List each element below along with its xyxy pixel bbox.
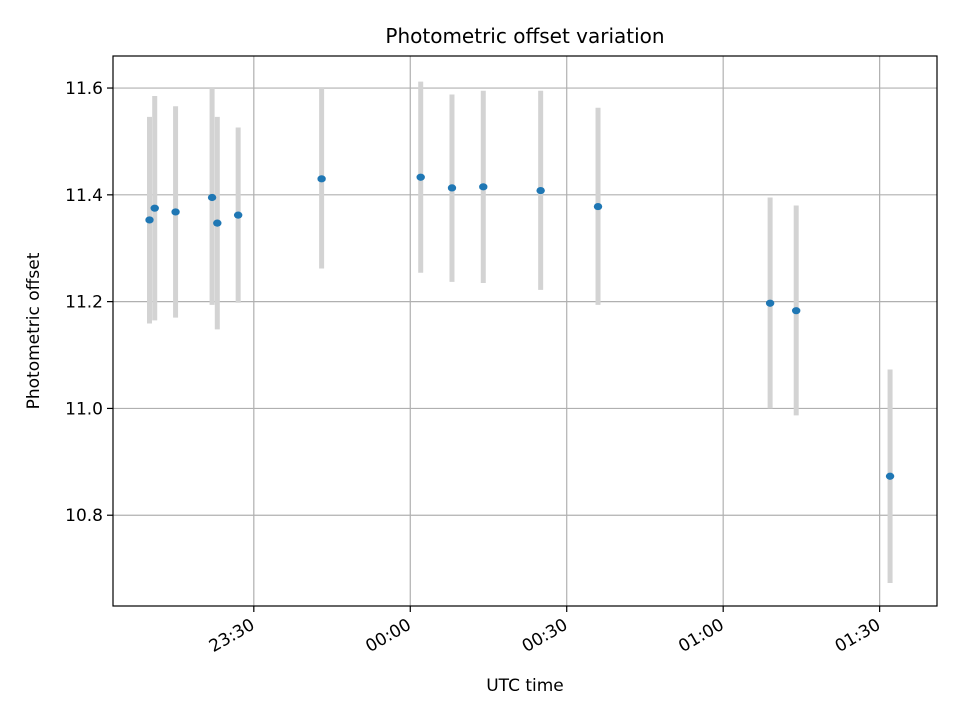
- x-tick-label: 01:30: [832, 615, 884, 657]
- y-axis-title: Photometric offset: [24, 252, 44, 409]
- grid-lines: [113, 56, 937, 606]
- data-point: [416, 173, 425, 181]
- data-point: [479, 183, 488, 191]
- data-point: [593, 202, 603, 211]
- data-point: [791, 307, 801, 315]
- data-point: [213, 219, 222, 227]
- y-tick-label: 11.4: [65, 186, 103, 206]
- data-point: [447, 184, 457, 192]
- data-point: [885, 472, 895, 480]
- data-point: [150, 204, 159, 212]
- y-tick-label: 11.0: [65, 399, 103, 419]
- y-tick-label: 10.8: [65, 506, 103, 526]
- x-tick-label: 00:00: [362, 615, 414, 657]
- y-tick-label: 11.6: [65, 79, 103, 99]
- data-point: [317, 175, 326, 183]
- y-tick-label: 11.2: [65, 293, 103, 313]
- data-point: [233, 211, 243, 219]
- plot-frame: [112, 55, 938, 607]
- data-point: [536, 186, 545, 195]
- x-tick-label: 23:30: [206, 615, 258, 657]
- y-axis-ticks: 10.8 11.0 11.2 11.4 11.6: [65, 79, 113, 526]
- x-axis-ticks: 23:30 00:00 00:30 01:00 01:30: [206, 606, 884, 657]
- x-tick-label: 01:00: [675, 615, 727, 657]
- x-tick-label: 00:30: [519, 615, 571, 657]
- data-points: [145, 173, 895, 480]
- data-point: [145, 216, 154, 224]
- data-point: [207, 193, 217, 202]
- data-point: [171, 208, 180, 216]
- error-bars: [147, 81, 893, 584]
- chart-title: Photometric offset variation: [385, 24, 664, 48]
- x-axis-title: UTC time: [486, 676, 564, 696]
- data-point: [765, 299, 775, 307]
